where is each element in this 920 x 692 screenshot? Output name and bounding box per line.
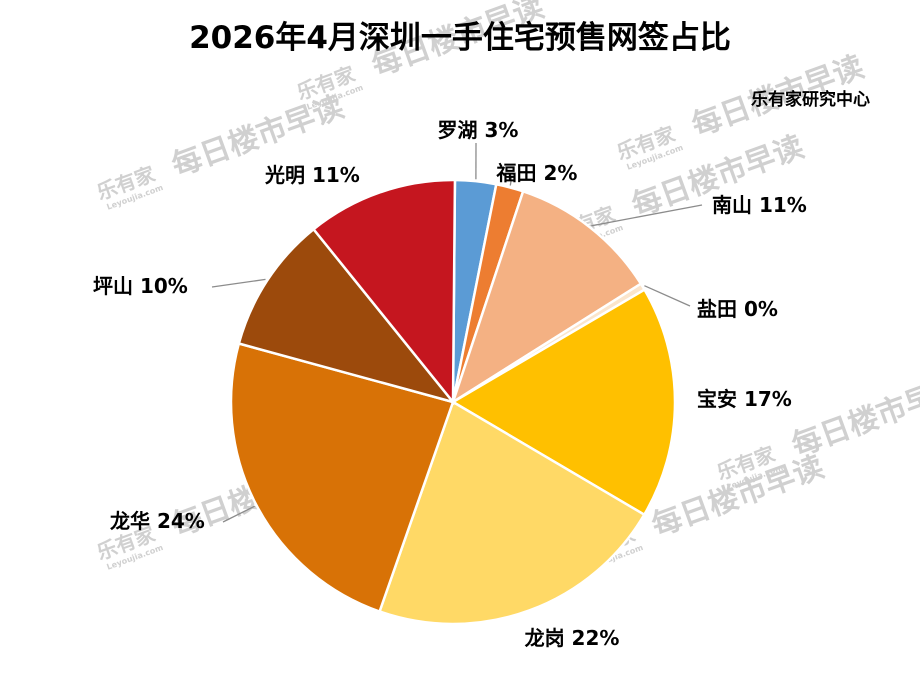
pie-slice-6 <box>378 400 646 626</box>
pie-slice-7 <box>229 341 455 614</box>
leader-line-3 <box>591 204 703 227</box>
pie-slice-8 <box>237 227 457 405</box>
leader-line-2 <box>509 174 513 186</box>
leader-line-7 <box>222 505 255 523</box>
data-label-1: 罗湖 3% <box>438 118 519 142</box>
leader-line-8 <box>211 278 266 288</box>
pie-slice-9 <box>311 178 457 406</box>
pie-slices <box>229 178 677 626</box>
leader-line-4 <box>644 285 691 307</box>
data-label-8: 坪山 10% <box>93 274 188 298</box>
watermark-text: 每日楼市早读 <box>787 369 920 463</box>
source-label: 乐有家研究中心 <box>751 89 870 110</box>
data-label-5: 宝安 17% <box>697 387 792 411</box>
data-label-3: 南山 11% <box>712 193 807 217</box>
chart-title: 2026年4月深圳一手住宅预售网签占比 <box>189 20 731 56</box>
leader-lines <box>211 142 703 523</box>
data-label-4: 盐田 0% <box>697 297 778 321</box>
data-label-6: 龙岗 22% <box>525 626 620 650</box>
pie-slice-5 <box>450 287 677 517</box>
pie-slice-3 <box>450 189 643 405</box>
data-labels: 罗湖 3% 福田 2% 南山 11% 盐田 0% 宝安 17% 龙岗 22% 龙华 24% 坪… <box>93 118 807 650</box>
data-label-7: 龙华 24% <box>110 509 205 533</box>
data-label-2: 福田 2% <box>496 161 578 185</box>
data-label-9: 光明 11% <box>264 163 360 187</box>
